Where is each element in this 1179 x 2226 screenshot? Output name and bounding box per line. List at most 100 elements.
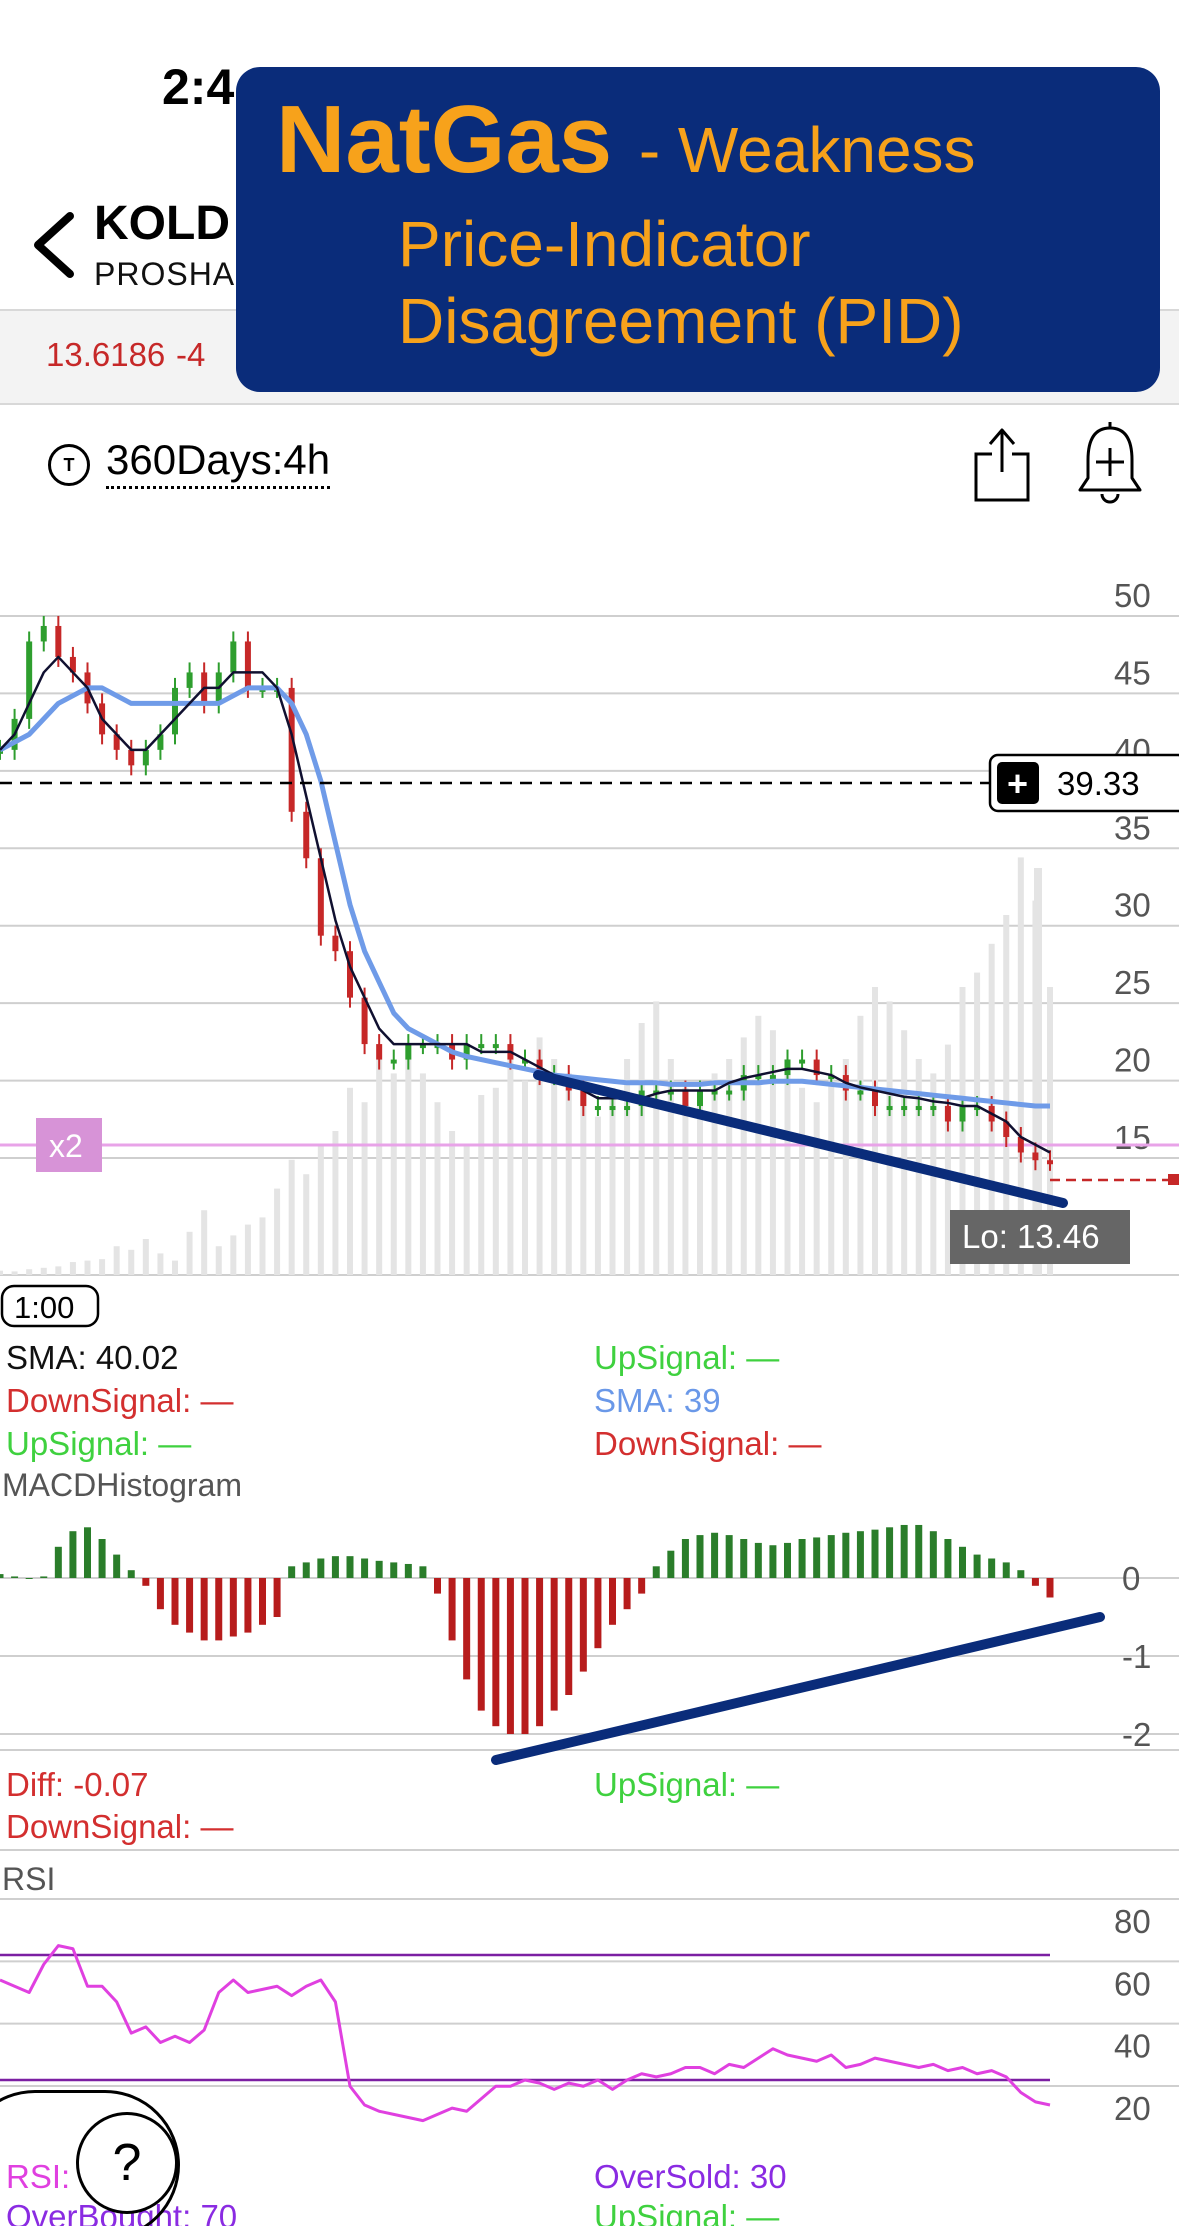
candle-body [784, 1059, 791, 1076]
volume-bar [624, 1059, 631, 1275]
volume-bar [317, 1145, 324, 1275]
candle-body [230, 641, 237, 673]
candle-body [419, 1044, 426, 1049]
volume-bar [872, 987, 878, 1275]
candle-body [901, 1106, 908, 1111]
macd-bar [871, 1529, 879, 1578]
macd-bar [448, 1578, 456, 1641]
candle-body [303, 811, 310, 859]
banner-line-2: Price-Indicator [398, 208, 811, 280]
volume-bar [522, 1080, 528, 1275]
candle-body [405, 1044, 412, 1060]
macd-bar [740, 1539, 748, 1578]
volume-bar [230, 1235, 237, 1275]
rsi-upsignal-label: UpSignal: — [594, 2198, 779, 2226]
share-icon[interactable] [972, 422, 1032, 504]
macd-bar [186, 1578, 194, 1633]
macd-bar [579, 1578, 587, 1672]
volume-bar [128, 1249, 135, 1275]
candle-body [317, 858, 324, 936]
candle-body [755, 1075, 762, 1080]
back-arrow-icon[interactable] [26, 210, 86, 280]
candle-body [1003, 1121, 1010, 1137]
macd-bar [434, 1578, 441, 1594]
help-bubble [0, 2090, 180, 2226]
rsi-y-tick-label: 80 [1114, 1903, 1151, 1940]
volume-bar [303, 1174, 310, 1275]
volume-bar [551, 1059, 558, 1275]
candle-body [142, 749, 149, 766]
candle-body [915, 1106, 922, 1111]
candle-body [594, 1106, 601, 1111]
macd-bar [419, 1566, 427, 1578]
macd-bar [506, 1578, 514, 1734]
legend-left-item: SMA: 40.02 [6, 1339, 178, 1376]
legend-right-item: UpSignal: — [594, 1339, 779, 1376]
macd-bar [827, 1535, 835, 1578]
macd-bar [623, 1578, 631, 1610]
volume-bar [172, 1260, 178, 1275]
volume-bar [740, 1037, 747, 1275]
bell-plus-icon[interactable] [1076, 420, 1144, 506]
macd-bar [25, 1578, 33, 1579]
macd-y-tick-label: 0 [1122, 1560, 1140, 1597]
macd-bar [784, 1542, 791, 1578]
macd-bar [127, 1570, 135, 1578]
candle-body [886, 1106, 893, 1111]
volume-bar [901, 1030, 908, 1275]
price-y-tick-label: 25 [1114, 964, 1151, 1001]
legend-right-item: SMA: 39 [594, 1382, 721, 1419]
volume-bar [186, 1231, 193, 1275]
volume-bar [99, 1259, 106, 1275]
candle-body [726, 1090, 733, 1095]
crosshair-plus-bg [997, 762, 1039, 804]
macd-bar [142, 1578, 150, 1586]
macd-bar [754, 1542, 762, 1578]
quote-change: -4 [176, 336, 206, 373]
volume-bar [974, 972, 981, 1275]
candle-body [1032, 1152, 1039, 1161]
rsi-oversold-label: OverSold: 30 [594, 2158, 787, 2195]
macd-bar [856, 1531, 864, 1578]
candle-body [799, 1059, 806, 1064]
interval-badge-box [0, 1284, 100, 1328]
macd-bar [1046, 1578, 1054, 1598]
volume-bar [157, 1253, 164, 1275]
volume-bar [142, 1239, 149, 1275]
timeframe-icon[interactable]: T [48, 444, 90, 486]
candle-body [172, 687, 178, 735]
timeframe-selector[interactable]: 360Days:4h [106, 436, 331, 489]
candle-body [974, 1106, 981, 1111]
candle-body [697, 1090, 703, 1107]
volume-bar [594, 1116, 601, 1275]
macd-bar [11, 1576, 19, 1578]
candle-body [872, 1090, 878, 1107]
macd-y-tick-label: -1 [1122, 1638, 1151, 1675]
candle-body [113, 734, 120, 750]
banner-title-main: NatGas [276, 86, 613, 193]
macd-bar [302, 1562, 310, 1578]
macd-bar [390, 1562, 398, 1578]
candle-body [157, 734, 164, 750]
volume-bar [449, 1131, 456, 1275]
macd-bar [973, 1554, 981, 1578]
macd-upsignal-label: UpSignal: — [594, 1766, 779, 1803]
macd-bar [229, 1578, 237, 1637]
candle-body [857, 1090, 864, 1095]
help-button[interactable]: ? [76, 2112, 178, 2214]
volume-bar [813, 1102, 820, 1275]
rsi-title: RSI [2, 1861, 55, 1897]
volume-bar [886, 1001, 893, 1275]
macd-bar [404, 1563, 412, 1578]
volume-bar [799, 1087, 806, 1275]
candle-body [332, 935, 339, 952]
chart-canvas[interactable]: 50 45 40 35 30 25 20 15 x2 + 39.33 Lo: 13.46 1:00 SMA… [0, 580, 1179, 2226]
volume-bar [113, 1246, 120, 1275]
macd-bar [1017, 1570, 1025, 1578]
banner-title: NatGas - Weakness [276, 85, 976, 195]
crosshair-plus-icon: + [1007, 763, 1028, 804]
macd-bar [84, 1527, 91, 1578]
macd-bar [0, 1574, 4, 1578]
legend-right-item: DownSignal: — [594, 1425, 821, 1462]
volume-bar [828, 1073, 835, 1275]
